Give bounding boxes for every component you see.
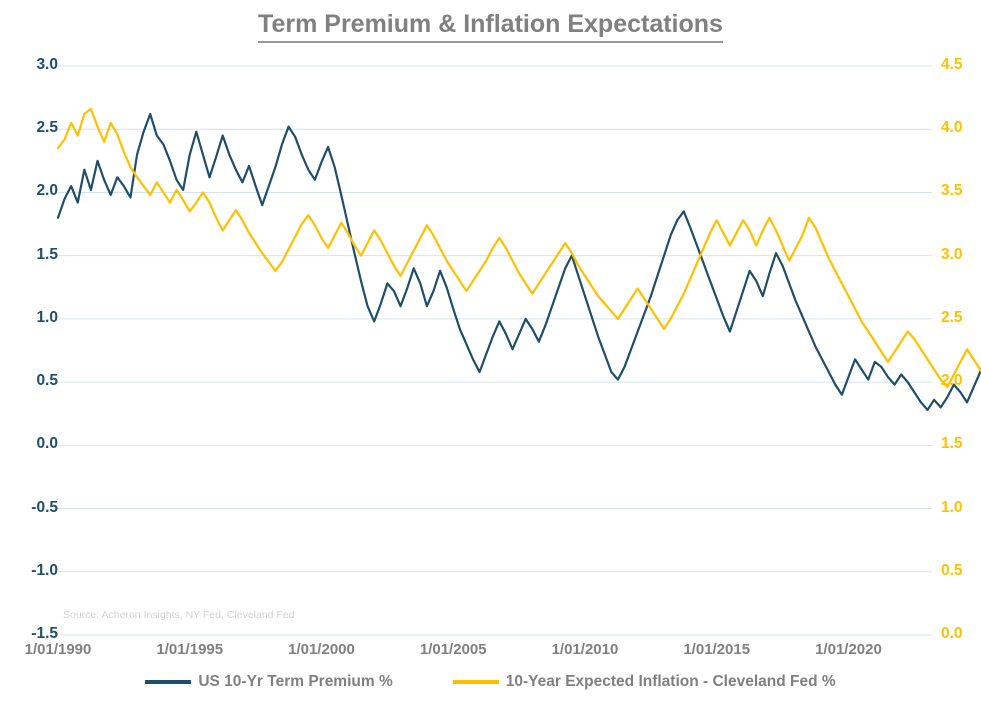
legend-label: US 10-Yr Term Premium % [198, 673, 393, 690]
y-axis-left-tick-2: 2.0 [36, 182, 58, 200]
source-note: Source: Acheron Insights, NY Fed, Clevel… [63, 609, 295, 621]
y-axis-left-tick-0: 3.0 [36, 56, 58, 73]
x-axis-tick-0: 1/01/1990 [24, 641, 92, 658]
series-line-1 [56, 107, 981, 389]
y-axis-right-tick-6: 1.5 [941, 435, 963, 453]
y-axis-right-tick-0: 4.5 [941, 56, 963, 73]
chart-title-text: Term Premium & Inflation Expectations [258, 10, 723, 43]
y-axis-left-tick-1: 2.5 [36, 119, 58, 137]
y-axis-right-tick-8: 0.5 [941, 561, 963, 579]
y-axis-right-tick-5: 2.0 [941, 372, 963, 390]
x-axis-tick-2: 1/01/2000 [288, 641, 355, 658]
y-axis-right-tick-3: 3.0 [941, 245, 963, 263]
series-lines [56, 107, 981, 412]
legend-item-0[interactable]: US 10-Yr Term Premium % [145, 673, 393, 691]
x-axis-tick-5: 1/01/2015 [683, 641, 751, 658]
legend-swatch-icon [452, 680, 499, 684]
y-axis-right-tick-9: 0.0 [941, 625, 963, 642]
y-axis-left-tick-7: -0.5 [31, 498, 58, 516]
x-axis-tick-1: 1/01/1995 [156, 641, 224, 658]
x-axis-tick-3: 1/01/2005 [419, 641, 487, 658]
chart-legend: US 10-Yr Term Premium % 10-Year Expected … [0, 673, 981, 691]
y-axis-left-tick-3: 1.5 [36, 245, 58, 263]
legend-label: 10-Year Expected Inflation - Cleveland F… [505, 673, 836, 690]
gridlines [58, 65, 932, 636]
y-axis-right-tick-7: 1.0 [941, 498, 963, 516]
y-axis-left-tick-9: -1.5 [31, 625, 58, 642]
legend-item-1[interactable]: 10-Year Expected Inflation - Cleveland F… [452, 673, 836, 691]
x-axis-tick-6: 1/01/2020 [815, 641, 882, 658]
x-axis-tick-4: 1/01/2010 [551, 641, 619, 658]
y-axis-left-tick-8: -1.0 [31, 561, 58, 579]
y-axis-left-tick-4: 1.0 [36, 308, 58, 326]
legend-swatch-icon [145, 680, 192, 684]
y-axis-right-tick-4: 2.5 [941, 308, 963, 326]
y-axis-left-tick-5: 0.5 [36, 372, 58, 390]
chart-title: Term Premium & Inflation Expectations [0, 10, 981, 43]
y-axis-right-tick-1: 4.0 [941, 119, 963, 137]
y-axis-right-tick-2: 3.5 [941, 182, 963, 200]
series-line-0 [56, 112, 981, 412]
y-axis-left-tick-6: 0.0 [36, 435, 58, 453]
